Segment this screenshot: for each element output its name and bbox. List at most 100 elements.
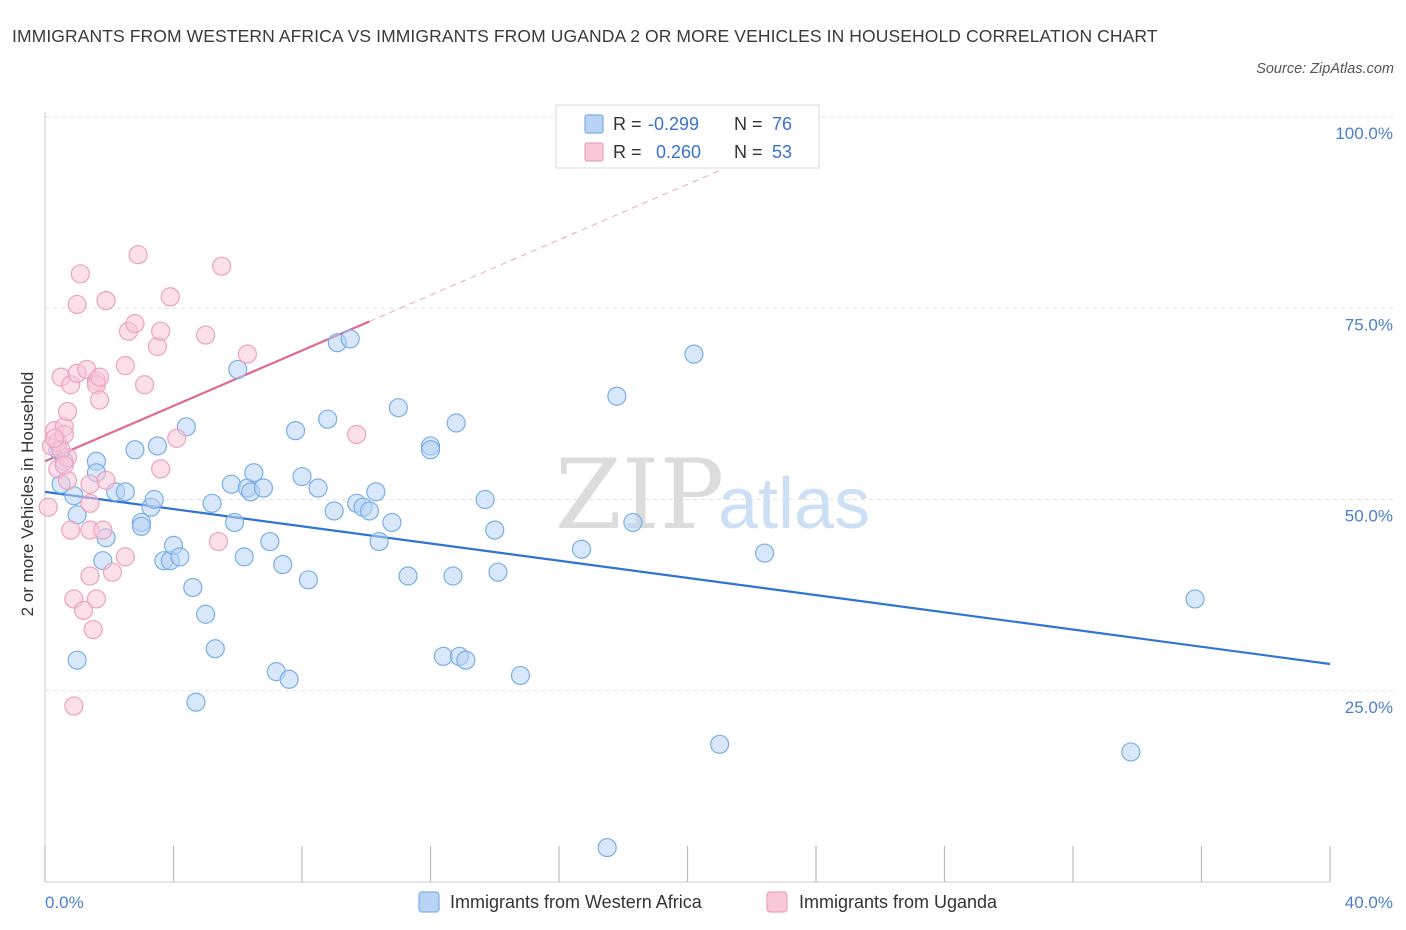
- point-s1-15: [67, 294, 87, 315]
- legend-n-label-western-africa: N =: [734, 114, 763, 134]
- point-s0-66: [597, 837, 617, 858]
- y-axis-label: 2 or more Vehicles in Household: [18, 372, 37, 617]
- series-legend-swatch-western-africa: [418, 891, 440, 913]
- point-s0-58: [446, 413, 466, 433]
- legend-r-value-western-africa: -0.299: [648, 114, 699, 134]
- point-s0-22: [183, 577, 203, 598]
- x-tick-labels: 0.0% 40.0%: [45, 893, 1393, 912]
- point-s0-37: [279, 669, 299, 689]
- point-s1-41: [151, 321, 171, 341]
- point-s1-0: [38, 497, 58, 517]
- point-s0-28: [228, 359, 248, 380]
- legend-n-value-uganda: 53: [772, 142, 792, 162]
- point-s1-34: [115, 356, 135, 376]
- point-s1-35: [115, 547, 135, 567]
- point-s0-70: [710, 734, 730, 754]
- point-s0-41: [308, 478, 328, 498]
- series-legend-swatch-uganda: [766, 891, 788, 913]
- watermark-zip: ZIP: [555, 439, 724, 551]
- point-s1-10: [57, 401, 78, 422]
- point-s0-50: [369, 531, 389, 552]
- point-s1-27: [86, 589, 107, 609]
- point-s0-42: [318, 409, 338, 429]
- point-s1-39: [134, 375, 155, 395]
- point-s1-49: [347, 424, 367, 445]
- point-s1-17: [70, 264, 90, 284]
- point-s0-65: [571, 539, 592, 559]
- point-s1-48: [237, 344, 257, 364]
- point-s1-47: [212, 256, 232, 276]
- point-s0-11: [125, 440, 145, 460]
- point-s1-32: [96, 291, 116, 311]
- point-s1-13: [64, 696, 84, 716]
- point-s1-21: [80, 566, 100, 586]
- point-s0-45: [340, 329, 360, 349]
- axes: [44, 112, 1331, 883]
- point-s0-74: [67, 650, 87, 670]
- series-legend: Immigrants from Western Africa Immigrant…: [418, 891, 998, 913]
- point-s1-12: [61, 520, 81, 540]
- point-s0-53: [398, 566, 418, 586]
- point-s0-73: [1185, 589, 1205, 609]
- point-s0-68: [623, 512, 643, 533]
- point-s1-33: [102, 562, 123, 582]
- point-s0-26: [221, 474, 241, 494]
- point-s1-37: [125, 313, 145, 334]
- x-tick-label-1: 40.0%: [1345, 893, 1393, 912]
- point-s0-34: [260, 531, 280, 552]
- point-s1-30: [93, 520, 113, 540]
- trend-line-s1: [44, 320, 370, 463]
- point-s0-29: [234, 547, 254, 567]
- y-tick-label-0: 25.0%: [1345, 698, 1393, 717]
- point-s0-69: [684, 344, 704, 364]
- point-s0-32: [244, 463, 264, 483]
- point-s1-23: [80, 493, 100, 513]
- point-s0-49: [366, 482, 386, 502]
- point-s0-13: [131, 516, 151, 536]
- point-s0-39: [292, 466, 312, 487]
- x-tick-label-0: 0.0%: [45, 893, 84, 912]
- point-s0-63: [488, 562, 508, 582]
- chart-title: IMMIGRANTS FROM WESTERN AFRICA VS IMMIGR…: [12, 26, 1158, 46]
- point-s1-24: [83, 619, 103, 640]
- point-s1-28: [90, 390, 110, 410]
- legend-r-label-uganda: R =: [613, 142, 642, 162]
- y-tick-label-1: 50.0%: [1345, 507, 1393, 526]
- point-s1-31: [96, 470, 116, 490]
- point-s0-57: [443, 566, 463, 586]
- trend-extension-s1: [369, 170, 720, 322]
- point-s1-46: [208, 531, 229, 552]
- point-s0-20: [170, 547, 190, 567]
- point-s0-48: [359, 501, 380, 521]
- watermark: ZIP atlas: [555, 439, 870, 551]
- legend-n-value-western-africa: 76: [772, 114, 792, 134]
- point-s0-71: [754, 543, 775, 563]
- point-s1-22: [80, 474, 100, 494]
- point-s0-60: [456, 650, 476, 670]
- point-s0-23: [196, 604, 216, 624]
- point-s0-64: [510, 665, 531, 686]
- point-s0-27: [224, 512, 245, 533]
- point-s1-43: [160, 287, 180, 307]
- point-s0-75: [186, 692, 206, 712]
- trend-lines: [44, 170, 1331, 666]
- data-points: [38, 245, 1205, 858]
- point-s1-29: [90, 367, 110, 387]
- point-s0-15: [144, 489, 164, 510]
- point-s0-16: [147, 436, 168, 456]
- chart-source: Source: ZipAtlas.com: [1256, 61, 1394, 77]
- point-s0-52: [388, 398, 408, 418]
- legend-n-label-uganda: N =: [734, 142, 763, 162]
- point-s0-36: [273, 554, 293, 575]
- point-s0-25: [205, 639, 225, 659]
- point-s0-55: [420, 440, 441, 460]
- point-s1-52: [54, 455, 74, 475]
- point-s1-51: [45, 428, 65, 448]
- point-s0-56: [433, 646, 453, 666]
- point-s0-61: [475, 489, 495, 510]
- legend-swatch-uganda: [584, 142, 604, 162]
- point-s1-44: [167, 428, 187, 448]
- watermark-atlas: atlas: [718, 464, 870, 544]
- legend-r-value-uganda: 0.260: [656, 142, 701, 162]
